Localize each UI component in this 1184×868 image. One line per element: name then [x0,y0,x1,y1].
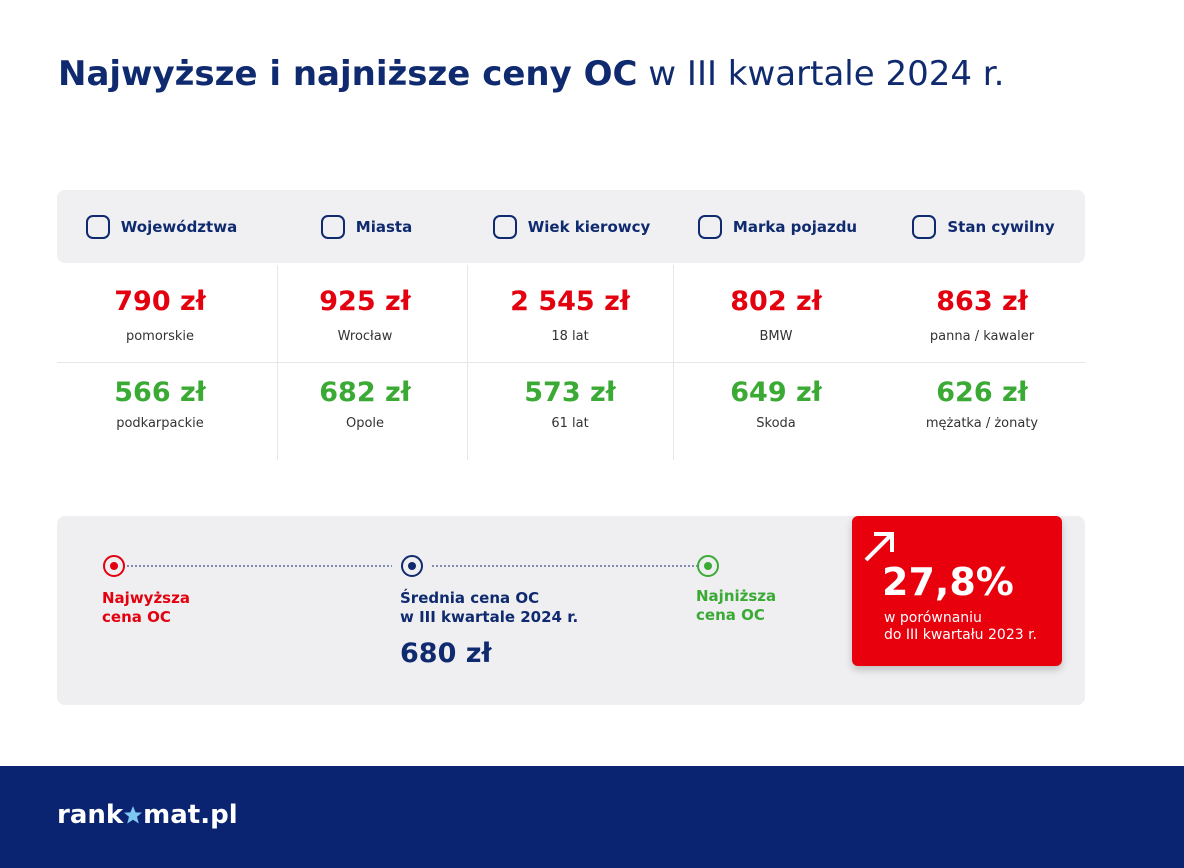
low-label: 61 lat [551,416,589,431]
logo-end: mat.pl [143,800,238,830]
title-rest: w III kwartale 2024 r. [648,54,1005,94]
logo-star [124,806,143,824]
title-bold: Najwyższe i najniższe ceny OC [58,54,638,94]
average-label: Średnia cena OC w III kwartale 2024 r. [400,589,579,626]
column-header-text: Stan cywilny [947,218,1055,236]
logo: rank mat.pl [57,800,238,830]
high-value: 802 zł [730,286,822,317]
high-value: 925 zł [319,286,411,317]
high-value: 2 545 zł [510,286,630,317]
low-value: 566 zł [114,377,206,408]
column-header-text: Wiek kierowcy [527,218,651,236]
high-value: 863 zł [936,286,1028,317]
high-label: panna / kawaler [929,329,1035,344]
high-label: BMW [759,329,793,344]
low-value: 626 zł [936,377,1028,408]
change-note: w porównaniu do III kwartału 2023 r. [884,610,1038,643]
low-value: 682 zł [319,377,411,408]
column-header-text: Miasta [355,218,413,236]
summary-dots [103,555,719,577]
row-divider [57,362,1085,363]
logo-start: rank [57,800,124,830]
column-header: Województwa [60,210,260,244]
low-label: mężatka / żonaty [925,416,1039,431]
lowest-label: Najniższa cena OC [696,587,777,624]
change-value: 27,8% [882,560,1014,604]
column-header: Stan cywilny [882,210,1082,244]
column-header: Marka pojazdu [676,210,876,244]
column-header: Wiek kierowcy [470,210,670,244]
high-value: 790 zł [114,286,206,317]
low-value: 649 zł [730,377,822,408]
low-value: 573 zł [524,377,616,408]
high-label: pomorskie [125,329,195,344]
title: Najwyższe i najniższe ceny OC w III kwar… [58,54,1004,94]
column-header-text: Województwa [120,218,238,236]
average-value: 680 zł [400,638,492,669]
highest-label: Najwyższa cena OC [102,589,190,626]
high-label: Wrocław [337,329,393,344]
low-label: podkarpackie [116,416,204,431]
footer [0,766,1184,868]
column-header: Miasta [265,210,465,244]
column-header-text: Marka pojazdu [732,218,858,236]
low-label: Opole [345,416,385,431]
arrow-icon [864,532,894,562]
high-label: 18 lat [551,329,589,344]
low-label: Skoda [756,416,796,431]
